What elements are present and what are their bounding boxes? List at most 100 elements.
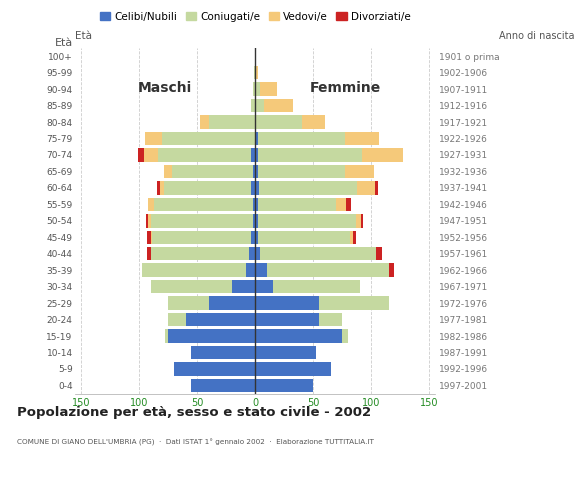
Bar [253, 165, 255, 178]
Bar [255, 165, 258, 178]
Bar [260, 247, 376, 261]
Bar [389, 264, 394, 277]
Bar [255, 66, 256, 79]
Bar [255, 214, 258, 228]
Bar [356, 214, 361, 228]
Bar [258, 165, 345, 178]
Bar [142, 264, 246, 277]
Legend: Celibi/Nubili, Coniugati/e, Vedovi/e, Divorziati/e: Celibi/Nubili, Coniugati/e, Vedovi/e, Di… [96, 8, 415, 26]
Bar [158, 148, 251, 162]
Bar [168, 329, 255, 343]
Bar [251, 181, 255, 194]
Text: Età: Età [75, 31, 92, 41]
Text: Femmine: Femmine [310, 81, 381, 95]
Bar [253, 198, 255, 211]
Bar [209, 296, 255, 310]
Bar [353, 230, 356, 244]
Bar [255, 346, 316, 359]
Bar [345, 165, 374, 178]
Bar [191, 346, 255, 359]
Bar [264, 99, 293, 112]
Text: Anno di nascita: Anno di nascita [499, 31, 574, 41]
Bar [350, 230, 353, 244]
Bar [336, 198, 346, 211]
Bar [174, 362, 255, 376]
Bar [168, 313, 186, 326]
Bar [168, 296, 209, 310]
Bar [253, 214, 255, 228]
Bar [376, 247, 382, 261]
Bar [342, 329, 348, 343]
Bar [267, 264, 389, 277]
Bar [258, 230, 350, 244]
Bar [361, 214, 363, 228]
Bar [255, 198, 258, 211]
Bar [254, 66, 255, 79]
Bar [255, 132, 258, 145]
Bar [146, 214, 148, 228]
Bar [253, 83, 255, 96]
Bar [145, 132, 162, 145]
Bar [246, 264, 255, 277]
Bar [251, 230, 255, 244]
Bar [258, 198, 336, 211]
Bar [160, 181, 164, 194]
Bar [357, 181, 375, 194]
Text: COMUNE DI GIANO DELL'UMBRIA (PG)  ·  Dati ISTAT 1° gennaio 2002  ·  Elaborazione: COMUNE DI GIANO DELL'UMBRIA (PG) · Dati … [17, 439, 374, 446]
Bar [151, 247, 249, 261]
Bar [258, 132, 345, 145]
Bar [200, 115, 209, 129]
Bar [255, 99, 264, 112]
Bar [164, 165, 172, 178]
Bar [259, 181, 357, 194]
Bar [144, 148, 158, 162]
Bar [255, 313, 319, 326]
Bar [375, 181, 378, 194]
Bar [148, 214, 151, 228]
Bar [151, 280, 232, 293]
Bar [258, 148, 362, 162]
Bar [258, 214, 356, 228]
Bar [191, 379, 255, 392]
Bar [256, 66, 258, 79]
Bar [232, 280, 255, 293]
Bar [152, 230, 251, 244]
Bar [302, 115, 325, 129]
Bar [172, 165, 253, 178]
Bar [164, 181, 251, 194]
Bar [251, 99, 255, 112]
Bar [255, 362, 331, 376]
Bar [319, 296, 389, 310]
Bar [186, 313, 255, 326]
Bar [255, 181, 259, 194]
Bar [255, 264, 267, 277]
Bar [249, 247, 255, 261]
Bar [251, 148, 255, 162]
Bar [255, 296, 319, 310]
Text: Maschi: Maschi [137, 81, 192, 95]
Bar [154, 198, 253, 211]
Bar [162, 132, 255, 145]
Bar [255, 379, 313, 392]
Bar [165, 329, 168, 343]
Bar [260, 83, 277, 96]
Bar [147, 247, 151, 261]
Bar [319, 313, 342, 326]
Bar [255, 247, 260, 261]
Bar [255, 280, 273, 293]
Bar [148, 198, 154, 211]
Bar [255, 230, 258, 244]
Bar [345, 132, 379, 145]
Bar [255, 115, 302, 129]
Bar [362, 148, 403, 162]
Bar [255, 329, 342, 343]
Bar [147, 230, 151, 244]
Bar [138, 148, 144, 162]
Text: Età: Età [55, 38, 73, 48]
Bar [346, 198, 351, 211]
Bar [151, 214, 253, 228]
Bar [255, 83, 260, 96]
Bar [273, 280, 360, 293]
Bar [151, 230, 152, 244]
Text: Popolazione per età, sesso e stato civile - 2002: Popolazione per età, sesso e stato civil… [17, 406, 372, 419]
